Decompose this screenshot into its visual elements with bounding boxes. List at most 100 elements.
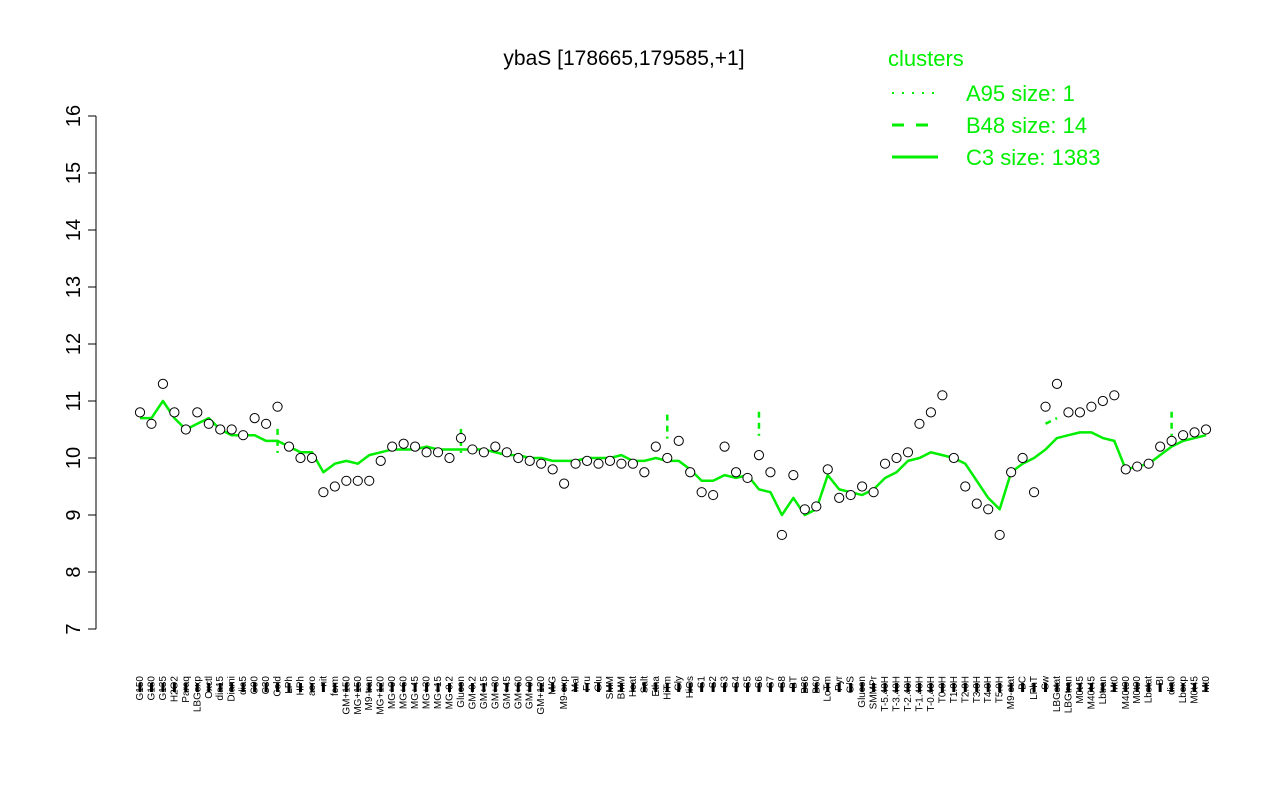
x-tick-label: M0t45	[1190, 676, 1201, 704]
x-tick-label: Oxctl	[204, 676, 215, 699]
x-tick-label: S5	[743, 676, 754, 689]
x-tick-label: C30	[261, 676, 272, 695]
x-tick-label: GM+120	[536, 676, 547, 715]
data-point	[192, 407, 203, 418]
data-point	[948, 452, 959, 464]
x-tick-label: S1	[697, 676, 708, 689]
data-point	[673, 435, 684, 446]
y-axis: 7 8 9 10 11 12 13 14 15 16	[63, 105, 97, 635]
data-point	[524, 455, 535, 466]
x-tick-label: H2O2	[169, 676, 180, 703]
x-tick-label: B60	[811, 676, 822, 694]
data-point	[1132, 461, 1143, 472]
data-point	[925, 407, 937, 418]
data-point	[295, 452, 306, 464]
x-tick-label: T5.0H	[995, 676, 1006, 703]
x-tick-label: Cold	[273, 676, 284, 697]
x-tick-label: Mt0	[1201, 676, 1212, 693]
x-tick-label: ferm	[330, 676, 341, 696]
data-point	[226, 424, 237, 435]
x-tick-label: Fru	[582, 676, 593, 691]
x-tick-label: T4.0H	[983, 676, 994, 703]
x-tick-label: M/G	[548, 676, 559, 695]
data-point	[708, 489, 719, 501]
data-point	[398, 438, 409, 449]
x-tick-label: T-1.40H	[914, 676, 925, 712]
series-c3-line	[140, 399, 1207, 517]
x-tick-label: HiOs	[685, 676, 696, 698]
data-point	[1051, 378, 1063, 389]
x-tick-label: GM+45	[502, 676, 513, 710]
x-tick-label: aero	[307, 676, 318, 696]
x-tick-label: T0.0H	[937, 676, 948, 703]
data-point	[1109, 390, 1120, 401]
data-point	[1189, 427, 1200, 438]
data-point	[387, 441, 398, 452]
x-tick-label: BI	[1155, 676, 1166, 685]
x-tick-label: Glucon	[456, 676, 467, 708]
x-tick-label: T1.0H	[949, 676, 960, 703]
x-tick-label: Gly	[674, 676, 685, 691]
data-point	[1097, 395, 1108, 407]
data-point	[478, 447, 489, 458]
x-tick-label: T-0.40H	[926, 676, 937, 712]
data-point	[971, 498, 982, 509]
data-point	[306, 452, 318, 464]
x-tick-label: S3	[720, 676, 731, 689]
x-tick-label: Heat	[628, 676, 639, 697]
x-tick-label: GM-0.2	[467, 676, 478, 710]
x-tick-label: T3.0H	[972, 676, 983, 703]
data-point	[490, 441, 501, 452]
data-point	[616, 458, 627, 469]
data-point	[455, 432, 467, 444]
x-tick-label: Diami	[227, 676, 238, 702]
x-tick-label: T-3.40H	[892, 676, 903, 712]
data-point	[857, 481, 868, 492]
x-tick-label: M9-exp	[559, 676, 570, 710]
x-tick-label: GM+30	[490, 676, 501, 710]
legend-label-b48: B48 size: 14	[966, 113, 1087, 138]
data-point	[753, 450, 765, 461]
x-tick-label: Paraq	[181, 676, 192, 703]
data-point	[513, 452, 524, 464]
data-point	[329, 481, 340, 492]
x-tick-label: BMM	[616, 676, 627, 699]
x-tick-label: C90	[250, 676, 261, 695]
x-tick-label: dia5	[238, 676, 249, 695]
x-tick-label: G180	[146, 676, 157, 701]
x-tick-label: MG+90	[387, 676, 398, 710]
data-point	[845, 489, 856, 501]
x-tick-label: G150	[135, 676, 146, 701]
y-tick-label: 9	[63, 509, 85, 520]
data-point	[685, 467, 696, 478]
y-tick-label: 8	[63, 566, 85, 577]
x-tick-label: MG+60	[399, 676, 410, 710]
data-point	[180, 424, 191, 435]
data-point	[834, 492, 845, 503]
legend-label-a95: A95 size: 1	[966, 81, 1075, 106]
x-tick-label: Glu	[593, 676, 604, 692]
x-tick-label: MG-0.2	[444, 676, 455, 710]
x-tick-label: M40t45	[1086, 676, 1097, 710]
data-point	[879, 458, 891, 469]
data-point	[215, 424, 226, 435]
x-tick-label: Etha	[651, 676, 662, 697]
data-point	[765, 467, 776, 478]
y-tick-label: 14	[63, 219, 85, 241]
data-point	[1017, 452, 1028, 464]
x-tick-label: HPh	[295, 676, 306, 695]
data-point	[421, 447, 432, 458]
y-tick-label: 10	[63, 447, 85, 469]
data-point	[1177, 430, 1189, 441]
data-point	[501, 447, 512, 458]
data-point	[627, 458, 638, 469]
x-tick-label: S4	[731, 676, 742, 689]
x-tick-label: S7	[765, 676, 776, 689]
data-point	[662, 452, 673, 464]
data-point	[994, 529, 1005, 541]
y-tick-label: 12	[63, 333, 85, 355]
x-tick-label: MG+30	[422, 676, 433, 710]
data-point	[593, 458, 604, 469]
data-point	[799, 504, 810, 515]
data-point	[409, 441, 421, 452]
